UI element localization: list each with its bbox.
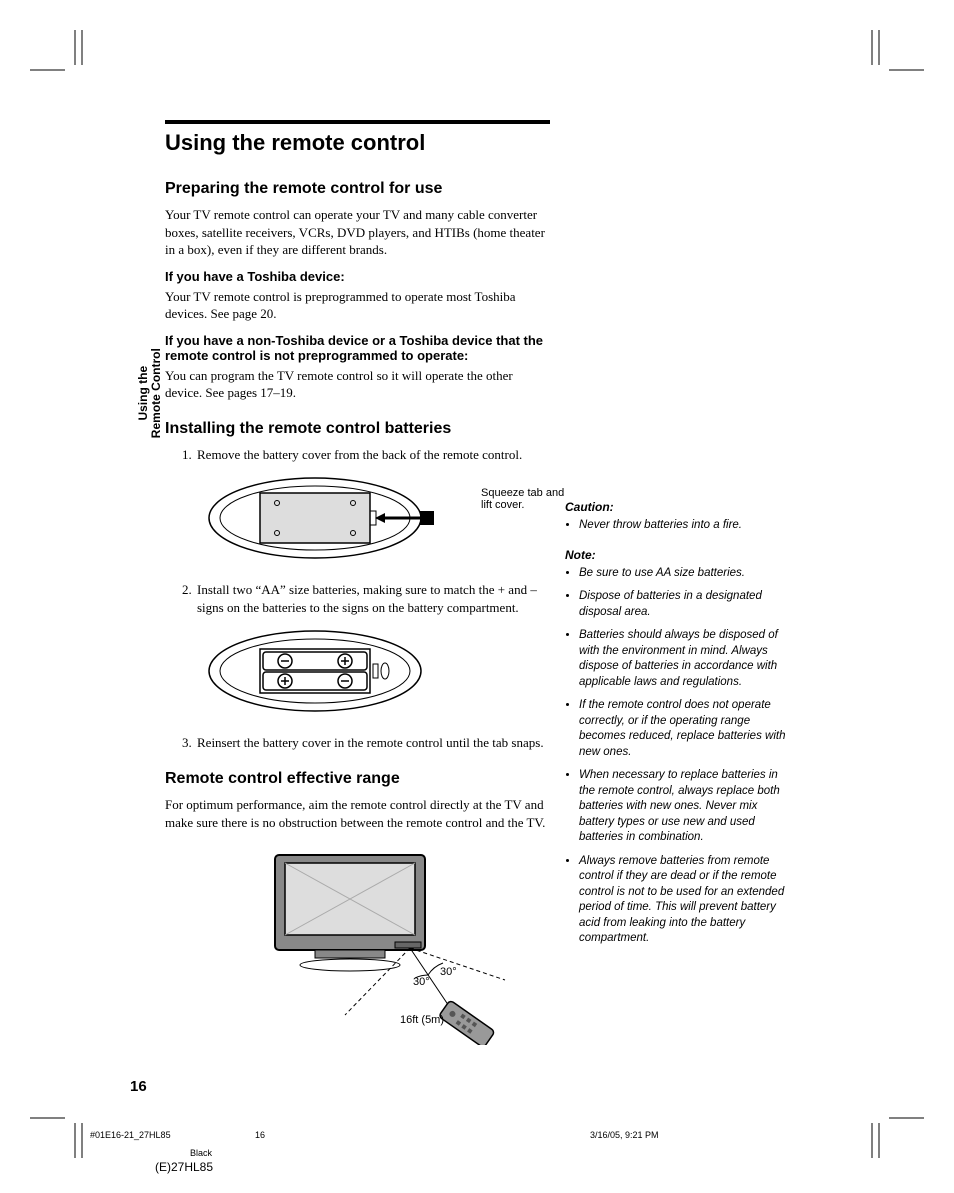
sidebar-notes: Caution: Never throw batteries into a fi… bbox=[565, 500, 790, 961]
crop-mark-tr bbox=[864, 30, 924, 95]
crop-mark-bl bbox=[30, 1098, 90, 1163]
footer-black: Black bbox=[190, 1148, 212, 1158]
para-prep-3: You can program the TV remote control so… bbox=[165, 367, 550, 402]
note-list: Be sure to use AA size batteries. Dispos… bbox=[565, 566, 790, 947]
side-tab: Using theRemote Control bbox=[105, 380, 145, 408]
subhead-toshiba: If you have a Toshiba device: bbox=[165, 269, 550, 284]
footer-file: #01E16-21_27HL85 bbox=[90, 1130, 171, 1140]
subhead-nontoshiba: If you have a non-Toshiba device or a To… bbox=[165, 333, 550, 363]
note-item: Always remove batteries from remote cont… bbox=[579, 854, 790, 947]
note-item: Be sure to use AA size batteries. bbox=[579, 566, 790, 582]
step-1: Remove the battery cover from the back o… bbox=[195, 446, 550, 464]
note-heading: Note: bbox=[565, 548, 790, 562]
crop-mark-br bbox=[864, 1098, 924, 1163]
para-prep-1: Your TV remote control can operate your … bbox=[165, 206, 550, 259]
install-steps-2: Install two “AA” size batteries, making … bbox=[165, 581, 550, 616]
page-number: 16 bbox=[130, 1078, 147, 1095]
angle-2: 30° bbox=[440, 966, 457, 978]
para-prep-2: Your TV remote control is preprogrammed … bbox=[165, 288, 550, 323]
crop-mark-tl bbox=[30, 30, 90, 95]
heading-installing: Installing the remote control batteries bbox=[165, 420, 795, 438]
footer-model: (E)27HL85 bbox=[155, 1160, 213, 1174]
caution-item: Never throw batteries into a fire. bbox=[579, 518, 790, 534]
angle-1: 30° bbox=[413, 976, 430, 988]
note-item: Batteries should always be disposed of w… bbox=[579, 628, 790, 690]
install-steps: Remove the battery cover from the back o… bbox=[165, 446, 550, 464]
label-squeeze: Squeeze tab and lift cover. bbox=[481, 487, 571, 511]
rule-top bbox=[165, 120, 550, 124]
caution-list: Never throw batteries into a fire. bbox=[565, 518, 790, 534]
footer-date: 3/16/05, 9:21 PM bbox=[590, 1130, 659, 1140]
footer-pg: 16 bbox=[255, 1130, 265, 1140]
caution-heading: Caution: bbox=[565, 500, 790, 514]
note-item: If the remote control does not operate c… bbox=[579, 698, 790, 760]
page-title: Using the remote control bbox=[165, 130, 795, 156]
note-item: Dispose of batteries in a designated dis… bbox=[579, 589, 790, 620]
dist-label: 16ft (5m) bbox=[400, 1014, 444, 1026]
para-range: For optimum performance, aim the remote … bbox=[165, 796, 550, 831]
step-3: Reinsert the battery cover in the remote… bbox=[195, 734, 550, 752]
step-2: Install two “AA” size batteries, making … bbox=[195, 581, 550, 616]
heading-preparing: Preparing the remote control for use bbox=[165, 180, 795, 198]
install-steps-3: Reinsert the battery cover in the remote… bbox=[165, 734, 550, 752]
note-item: When necessary to replace batteries in t… bbox=[579, 768, 790, 846]
